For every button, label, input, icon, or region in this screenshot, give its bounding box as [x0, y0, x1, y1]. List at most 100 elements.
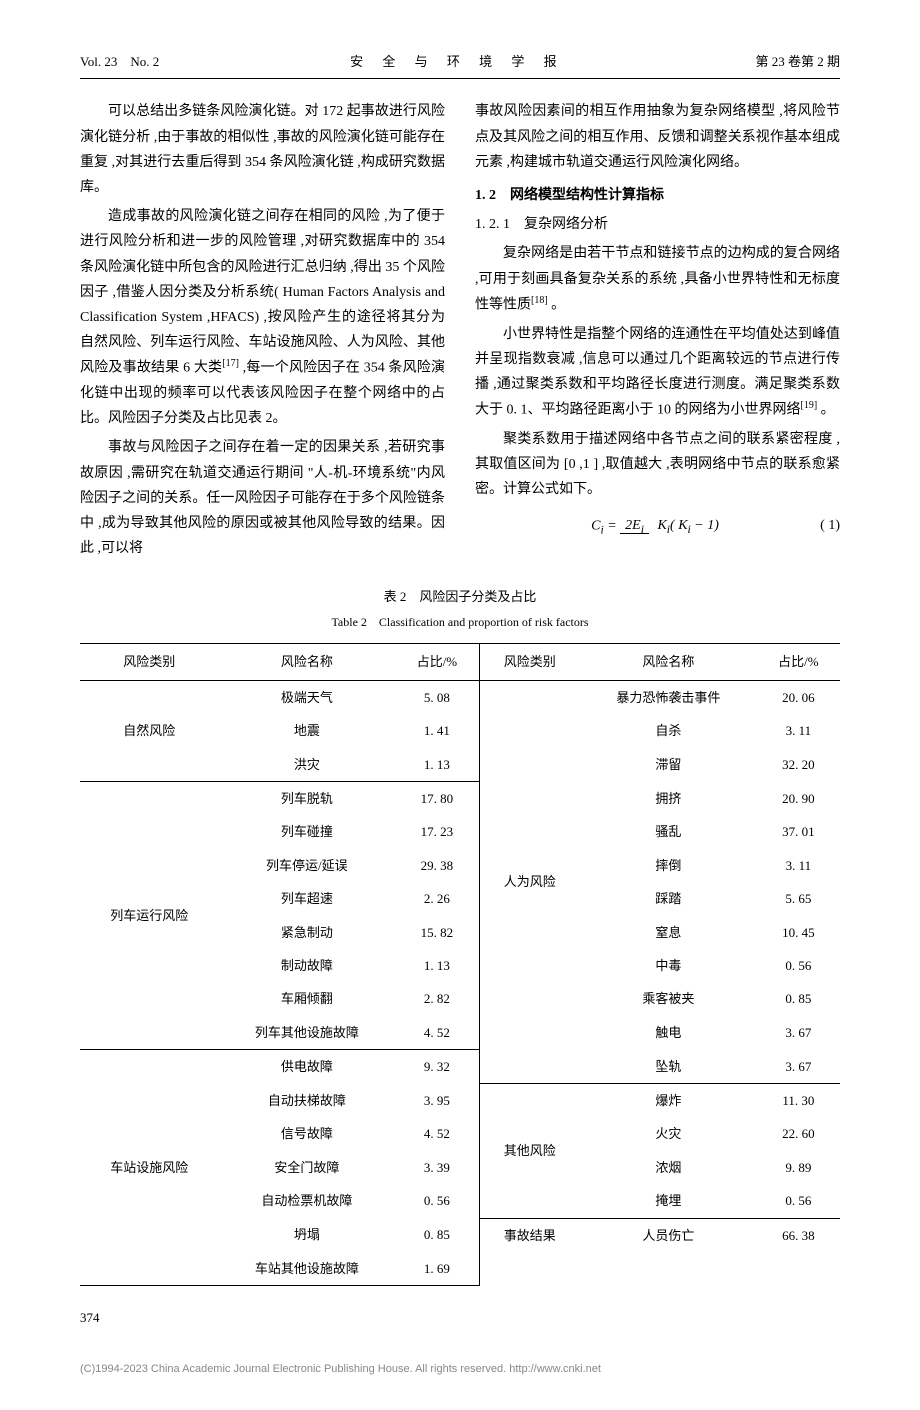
- risk-name-cell: 坍塌: [218, 1218, 395, 1252]
- risk-name-cell: 供电故障: [218, 1050, 395, 1084]
- risk-name-cell: 暴力恐怖袭击事件: [580, 680, 757, 714]
- pct-cell: 0. 85: [757, 982, 840, 1015]
- pct-cell: 32. 20: [757, 748, 840, 782]
- risk-name-cell: 爆炸: [580, 1083, 757, 1117]
- pct-cell: 1. 13: [395, 949, 479, 982]
- page-header: Vol. 23 No. 2 安 全 与 环 境 学 报 第 23 卷第 2 期: [80, 50, 840, 79]
- left-column: 可以总结出多链条风险演化链。对 172 起事故进行风险演化链分析 ,由于事故的相…: [80, 99, 445, 565]
- risk-name-cell: 列车超速: [218, 882, 395, 915]
- pct-cell: 2. 82: [395, 982, 479, 1015]
- pct-cell: 20. 06: [757, 680, 840, 714]
- risk-name-cell: 骚乱: [580, 815, 757, 848]
- formula-1: Ci = 2Ei Ki( Ki − 1) ( 1): [475, 513, 840, 540]
- risk-factors-table: 风险类别 风险名称 占比/% 风险类别 风险名称 占比/% 自然风险极端天气5.…: [80, 643, 840, 1286]
- pct-cell: 3. 11: [757, 714, 840, 747]
- category-cell: 车站设施风险: [80, 1050, 218, 1286]
- risk-name-cell: 列车其他设施故障: [218, 1016, 395, 1050]
- pct-cell: 29. 38: [395, 849, 479, 882]
- pct-cell: 3. 67: [757, 1050, 840, 1084]
- th-pct-1: 占比/%: [395, 644, 479, 680]
- para-4: 事故风险因素间的相互作用抽象为复杂网络模型 ,将风险节点及其风险之间的相互作用、…: [475, 99, 840, 175]
- category-cell: 列车运行风险: [80, 781, 218, 1049]
- risk-name-cell: 车站其他设施故障: [218, 1252, 395, 1286]
- two-column-content: 可以总结出多链条风险演化链。对 172 起事故进行风险演化链分析 ,由于事故的相…: [80, 99, 840, 565]
- para-3: 事故与风险因子之间存在着一定的因果关系 ,若研究事故原因 ,需研究在轨道交通运行…: [80, 435, 445, 561]
- risk-name-cell: 触电: [580, 1016, 757, 1050]
- pct-cell: 11. 30: [757, 1083, 840, 1117]
- table-row: 自然风险极端天气5. 08人为风险暴力恐怖袭击事件20. 06: [80, 680, 840, 714]
- pct-cell: 9. 32: [395, 1050, 479, 1084]
- pct-cell: 3. 39: [395, 1151, 479, 1184]
- pct-cell: 0. 56: [395, 1184, 479, 1218]
- category-cell: 事故结果: [479, 1218, 580, 1252]
- risk-name-cell: 极端天气: [218, 680, 395, 714]
- table-row: 列车运行风险列车脱轨17. 80拥挤20. 90: [80, 781, 840, 815]
- pct-cell: 1. 41: [395, 714, 479, 747]
- para-6: 小世界特性是指整个网络的连通性在平均值处达到峰值并呈现指数衰减 ,信息可以通过几…: [475, 322, 840, 423]
- pct-cell: 5. 08: [395, 680, 479, 714]
- risk-name-cell: 人员伤亡: [580, 1218, 757, 1252]
- risk-name-cell: 乘客被夹: [580, 982, 757, 1015]
- risk-name-cell: 自动扶梯故障: [218, 1083, 395, 1117]
- risk-name-cell: 浓烟: [580, 1151, 757, 1184]
- para-2: 造成事故的风险演化链之间存在相同的风险 ,为了便于进行风险分析和进一步的风险管理…: [80, 204, 445, 431]
- pct-cell: 2. 26: [395, 882, 479, 915]
- risk-name-cell: 安全门故障: [218, 1151, 395, 1184]
- pct-cell: 0. 56: [757, 949, 840, 982]
- th-name-2: 风险名称: [580, 644, 757, 680]
- table-header-row: 风险类别 风险名称 占比/% 风险类别 风险名称 占比/%: [80, 644, 840, 680]
- th-name-1: 风险名称: [218, 644, 395, 680]
- risk-name-cell: 摔倒: [580, 849, 757, 882]
- pct-cell: 17. 80: [395, 781, 479, 815]
- table-title-en: Table 2 Classification and proportion of…: [80, 612, 840, 634]
- pct-cell: 5. 65: [757, 882, 840, 915]
- pct-cell: 37. 01: [757, 815, 840, 848]
- table-title-cn: 表 2 风险因子分类及占比: [80, 585, 840, 608]
- risk-name-cell: 坠轨: [580, 1050, 757, 1084]
- right-column: 事故风险因素间的相互作用抽象为复杂网络模型 ,将风险节点及其风险之间的相互作用、…: [475, 99, 840, 565]
- pct-cell: 22. 60: [757, 1117, 840, 1150]
- category-cell: 人为风险: [479, 680, 580, 1083]
- pct-cell: 3. 11: [757, 849, 840, 882]
- header-right: 第 23 卷第 2 期: [755, 50, 840, 73]
- risk-name-cell: 制动故障: [218, 949, 395, 982]
- th-cat-1: 风险类别: [80, 644, 218, 680]
- formula-number: ( 1): [820, 513, 840, 538]
- pct-cell: 4. 52: [395, 1117, 479, 1150]
- risk-name-cell: 拥挤: [580, 781, 757, 815]
- th-cat-2: 风险类别: [479, 644, 580, 680]
- category-cell: 其他风险: [479, 1083, 580, 1218]
- pct-cell: 0. 56: [757, 1184, 840, 1218]
- risk-name-cell: 列车停运/延误: [218, 849, 395, 882]
- risk-name-cell: 滞留: [580, 748, 757, 782]
- para-1: 可以总结出多链条风险演化链。对 172 起事故进行风险演化链分析 ,由于事故的相…: [80, 99, 445, 200]
- page-number: 374: [80, 1306, 840, 1329]
- pct-cell: 66. 38: [757, 1218, 840, 1252]
- pct-cell: 20. 90: [757, 781, 840, 815]
- risk-name-cell: 火灾: [580, 1117, 757, 1150]
- para-7: 聚类系数用于描述网络中各节点之间的联系紧密程度 ,其取值区间为 [0 ,1 ] …: [475, 427, 840, 503]
- pct-cell: 4. 52: [395, 1016, 479, 1050]
- risk-name-cell: 窒息: [580, 916, 757, 949]
- header-left: Vol. 23 No. 2: [80, 50, 159, 73]
- pct-cell: 3. 67: [757, 1016, 840, 1050]
- risk-name-cell: 列车脱轨: [218, 781, 395, 815]
- risk-name-cell: 自杀: [580, 714, 757, 747]
- risk-name-cell: 列车碰撞: [218, 815, 395, 848]
- pct-cell: 1. 13: [395, 748, 479, 782]
- pct-cell: 3. 95: [395, 1083, 479, 1117]
- pct-cell: 17. 23: [395, 815, 479, 848]
- pct-cell: 15. 82: [395, 916, 479, 949]
- pct-cell: 9. 89: [757, 1151, 840, 1184]
- th-pct-2: 占比/%: [757, 644, 840, 680]
- copyright-footer: (C)1994-2023 China Academic Journal Elec…: [80, 1360, 840, 1380]
- pct-cell: 0. 85: [395, 1218, 479, 1252]
- risk-name-cell: 掩埋: [580, 1184, 757, 1218]
- header-center: 安 全 与 环 境 学 报: [350, 50, 565, 73]
- risk-name-cell: 地震: [218, 714, 395, 747]
- risk-name-cell: 紧急制动: [218, 916, 395, 949]
- risk-name-cell: 洪灾: [218, 748, 395, 782]
- risk-name-cell: 中毒: [580, 949, 757, 982]
- category-cell: 自然风险: [80, 680, 218, 781]
- risk-name-cell: 自动检票机故障: [218, 1184, 395, 1218]
